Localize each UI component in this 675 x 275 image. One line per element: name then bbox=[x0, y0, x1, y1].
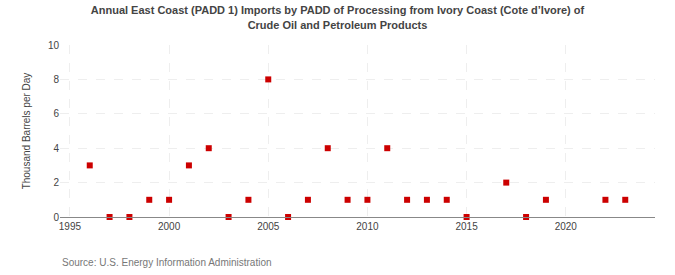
svg-text:0: 0 bbox=[53, 212, 59, 223]
svg-text:2010: 2010 bbox=[356, 221, 379, 232]
svg-text:2000: 2000 bbox=[158, 221, 181, 232]
svg-text:Thousand Barrels per Day: Thousand Barrels per Day bbox=[21, 73, 32, 190]
svg-text:8: 8 bbox=[53, 74, 59, 85]
svg-text:2015: 2015 bbox=[455, 221, 478, 232]
svg-text:2005: 2005 bbox=[257, 221, 280, 232]
svg-text:Annual East Coast (PADD 1) Imp: Annual East Coast (PADD 1) Imports by PA… bbox=[91, 4, 585, 30]
svg-text:2020: 2020 bbox=[555, 221, 578, 232]
svg-text:6: 6 bbox=[53, 108, 59, 119]
svg-text:10: 10 bbox=[48, 40, 60, 51]
svg-text:4: 4 bbox=[53, 143, 59, 154]
svg-text:2: 2 bbox=[53, 177, 59, 188]
svg-text:1995: 1995 bbox=[59, 221, 82, 232]
svg-text:Source: U.S. Energy Informatio: Source: U.S. Energy Information Administ… bbox=[62, 257, 272, 268]
